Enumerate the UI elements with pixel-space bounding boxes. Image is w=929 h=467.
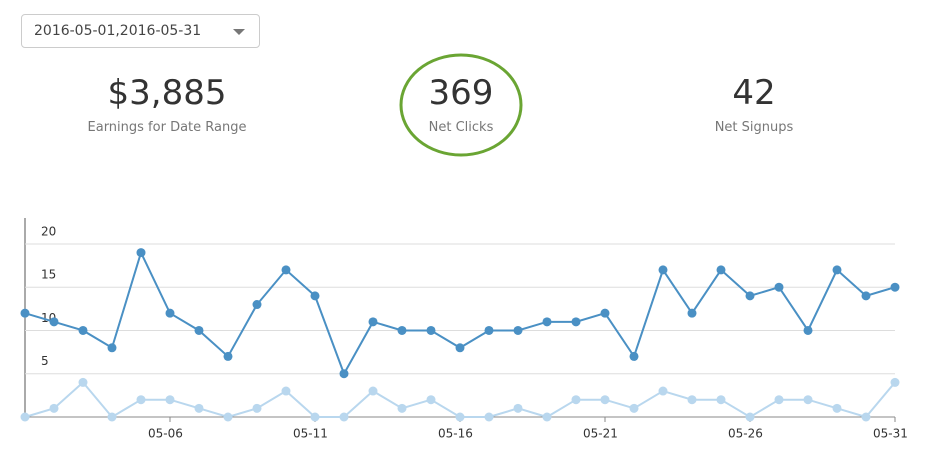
data-point: [252, 403, 262, 413]
data-point: [745, 412, 755, 422]
data-point: [571, 395, 581, 405]
data-point: [165, 395, 175, 405]
x-tick-label: 05-21: [583, 427, 618, 441]
x-tick-label: 05-26: [728, 427, 763, 441]
data-point: [194, 325, 204, 335]
stat-value: 42: [732, 73, 776, 113]
data-point: [397, 403, 407, 413]
data-point: [223, 412, 233, 422]
data-point: [281, 265, 291, 275]
stat-label: Net Signups: [714, 120, 794, 135]
data-point: [716, 265, 726, 275]
data-point: [136, 395, 146, 405]
data-point: [281, 386, 291, 396]
date-range-dropdown[interactable]: 2016-05-01,2016-05-31: [21, 14, 260, 48]
data-point: [49, 317, 59, 327]
stat-label: Net Clicks: [428, 120, 494, 135]
x-tick-label: 05-16: [438, 427, 473, 441]
data-point: [223, 351, 233, 361]
data-point: [890, 282, 900, 292]
data-point: [861, 412, 871, 422]
stat-label: Earnings for Date Range: [87, 120, 247, 135]
data-point: [542, 412, 552, 422]
data-point: [484, 325, 494, 335]
stat-value: $3,885: [107, 73, 227, 113]
data-point: [194, 403, 204, 413]
data-point: [107, 343, 117, 353]
data-point: [310, 291, 320, 301]
data-point: [774, 282, 784, 292]
data-point: [49, 403, 59, 413]
x-tick-label: 05-11: [293, 427, 328, 441]
y-tick-label: 10: [41, 311, 56, 325]
data-point: [368, 386, 378, 396]
x-tick-label: 05-31: [873, 427, 908, 441]
data-point: [107, 412, 117, 422]
data-point: [571, 317, 581, 327]
data-point: [658, 265, 668, 275]
data-point: [426, 395, 436, 405]
data-point: [861, 291, 871, 301]
data-point: [629, 351, 639, 361]
stat: $3,885 Earnings for Date Range: [37, 70, 297, 135]
data-point: [310, 412, 320, 422]
stat: 42 Net Signups: [624, 70, 884, 135]
data-point: [600, 395, 610, 405]
data-point: [339, 412, 349, 422]
data-point: [890, 377, 900, 387]
stat-value: 369: [428, 73, 494, 113]
data-point: [745, 291, 755, 301]
y-tick-label: 5: [41, 354, 49, 368]
y-tick-label: 15: [41, 268, 56, 282]
data-point: [803, 395, 813, 405]
data-point: [716, 395, 726, 405]
data-point: [20, 308, 30, 318]
series-line: [24, 380, 896, 419]
data-point: [426, 325, 436, 335]
data-point: [78, 377, 88, 387]
data-point: [832, 265, 842, 275]
data-point: [658, 386, 668, 396]
data-point: [165, 308, 175, 318]
data-point: [136, 248, 146, 258]
series-line: [24, 249, 896, 377]
data-point: [600, 308, 610, 318]
data-point: [832, 403, 842, 413]
data-point: [513, 325, 523, 335]
data-point: [368, 317, 378, 327]
data-point: [20, 412, 30, 422]
y-tick-label: 20: [41, 224, 56, 238]
dropdown-caret: [233, 29, 245, 35]
data-point: [629, 403, 639, 413]
data-point: [455, 343, 465, 353]
data-point: [397, 325, 407, 335]
x-tick-label: 05-06: [148, 427, 183, 441]
data-point: [774, 395, 784, 405]
data-point: [252, 300, 262, 310]
data-point: [78, 325, 88, 335]
data-point: [339, 369, 349, 379]
data-point: [803, 325, 813, 335]
date-range-value: 2016-05-01,2016-05-31: [34, 23, 202, 39]
data-point: [484, 412, 494, 422]
data-point: [455, 412, 465, 422]
stat: 369 Net Clicks: [331, 70, 591, 135]
data-point: [513, 403, 523, 413]
data-point: [687, 308, 697, 318]
data-point: [542, 317, 552, 327]
data-point: [687, 395, 697, 405]
